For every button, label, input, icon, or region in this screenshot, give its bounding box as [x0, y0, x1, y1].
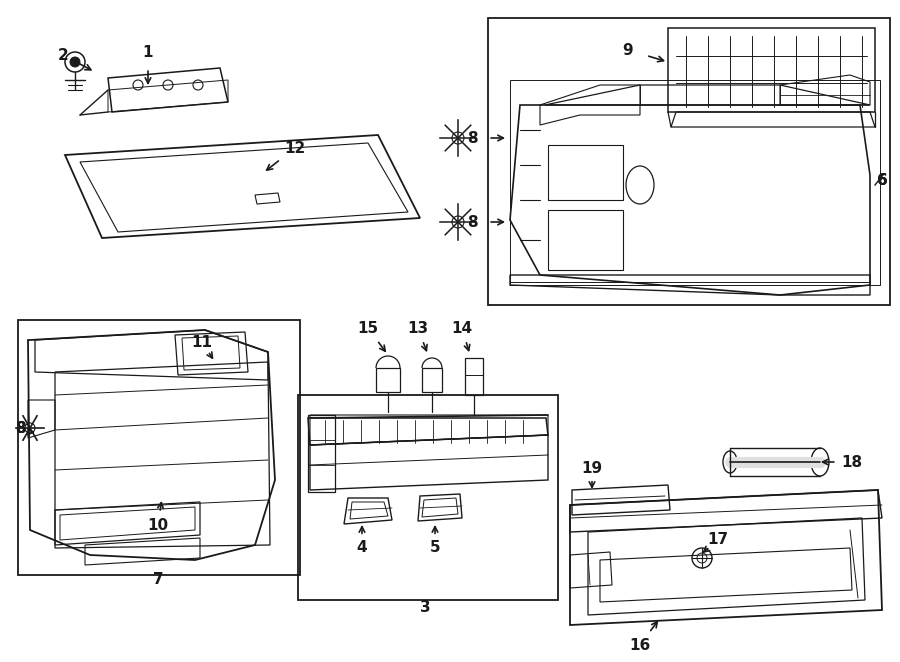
Text: 4: 4: [356, 540, 367, 555]
Text: 1: 1: [143, 44, 153, 60]
Text: 15: 15: [357, 320, 379, 336]
Text: 6: 6: [877, 173, 887, 187]
Bar: [488, 18, 890, 305]
Text: 11: 11: [192, 334, 212, 350]
Text: 19: 19: [581, 461, 603, 475]
Text: 3: 3: [419, 600, 430, 614]
Circle shape: [70, 57, 80, 67]
Text: 8: 8: [467, 214, 477, 230]
Text: 16: 16: [629, 638, 651, 653]
Bar: [298, 395, 558, 600]
Text: 18: 18: [842, 455, 862, 469]
Text: 6: 6: [877, 173, 887, 187]
Text: 17: 17: [707, 532, 729, 547]
Text: 7: 7: [153, 573, 163, 587]
Text: 9: 9: [623, 42, 634, 58]
Text: 10: 10: [148, 518, 168, 532]
Bar: [548, 210, 623, 270]
Text: 12: 12: [284, 140, 306, 156]
Text: 8: 8: [14, 420, 25, 436]
Text: 2: 2: [58, 48, 68, 62]
Text: 8: 8: [467, 130, 477, 146]
Text: 8: 8: [14, 420, 25, 436]
Bar: [548, 145, 623, 200]
Bar: [18, 320, 300, 575]
Text: 5: 5: [429, 540, 440, 555]
Text: 14: 14: [452, 320, 472, 336]
Text: 13: 13: [408, 320, 428, 336]
